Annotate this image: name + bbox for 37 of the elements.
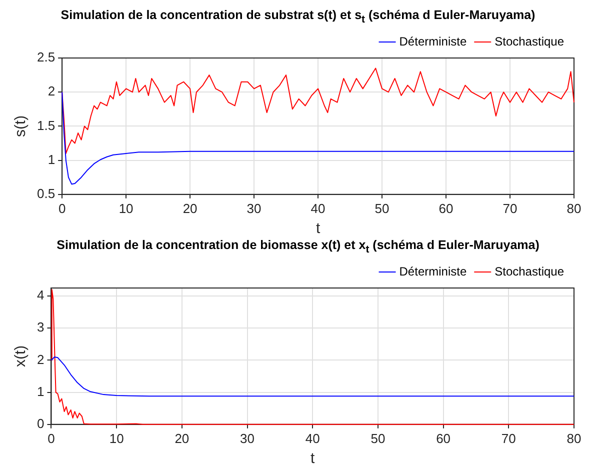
y-tick-label: 2 bbox=[48, 84, 56, 99]
y-tick-label: 4 bbox=[36, 288, 44, 303]
x-tick-label: 60 bbox=[436, 430, 451, 446]
x-tick-label: 40 bbox=[310, 200, 326, 216]
y-tick-label: 2.5 bbox=[36, 50, 56, 65]
y-tick-label: 1 bbox=[36, 384, 44, 399]
chart-title: Simulation de la concentration de substrat s(t) et s$_{t}$ (schéma d Euler-Maruyama) bbox=[60, 8, 536, 26]
x-tick-label: 70 bbox=[502, 200, 518, 216]
y-tick-label: 0 bbox=[36, 416, 44, 431]
x-tick-label: 10 bbox=[118, 200, 134, 216]
x-tick-label: 30 bbox=[246, 200, 262, 216]
legend-label: Déterministe bbox=[399, 34, 467, 48]
x-tick-label: 80 bbox=[566, 430, 582, 446]
x-tick-label: 30 bbox=[240, 430, 255, 446]
chart-title: Simulation de la concentration de biomasse x(t) et x$_{t}$ (schéma d Euler-Maruyama) bbox=[56, 238, 540, 256]
x-tick-label: 20 bbox=[182, 200, 198, 216]
y-tick-label: 1 bbox=[48, 152, 56, 167]
x-tick-label: 50 bbox=[370, 430, 386, 446]
y-axis-title: x(t) bbox=[12, 345, 30, 368]
x-tick-label: 80 bbox=[566, 200, 582, 216]
legend-label: Stochastique bbox=[494, 264, 564, 278]
x-tick-label: 40 bbox=[305, 430, 320, 446]
x-tick-label: 20 bbox=[174, 430, 190, 446]
legend-label: Déterministe bbox=[399, 264, 467, 278]
y-tick-label: 3 bbox=[36, 320, 44, 335]
x-tick-label: 60 bbox=[438, 200, 454, 216]
x-tick-label: 70 bbox=[501, 430, 516, 446]
y-tick-label: 0.5 bbox=[36, 186, 56, 201]
x-tick-label: 10 bbox=[109, 430, 124, 446]
y-tick-label: 2 bbox=[36, 352, 44, 367]
x-axis-title: t bbox=[316, 220, 321, 238]
y-axis-title: s(t) bbox=[12, 115, 30, 138]
legend-label: Stochastique bbox=[494, 34, 564, 48]
y-tick-label: 1.5 bbox=[36, 118, 56, 133]
x-axis-title: t bbox=[310, 450, 316, 468]
x-tick-label: 0 bbox=[58, 200, 66, 216]
x-tick-label: 50 bbox=[374, 200, 390, 216]
